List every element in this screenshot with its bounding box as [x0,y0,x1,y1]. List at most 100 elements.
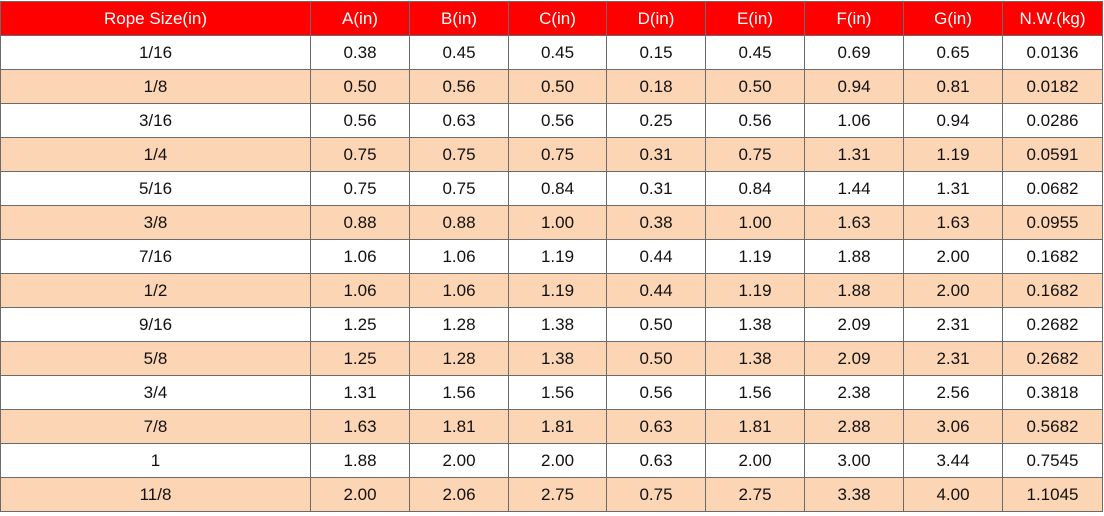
table-cell: 1.63 [903,205,1003,240]
header-cell: F(in) [804,1,904,36]
table-cell: 0.0591 [1002,137,1103,172]
table-cell: 1.31 [310,375,410,410]
table-row: 11/8 2.00 2.06 2.75 0.75 2.75 3.38 4.00 1.1045 [0,477,1103,512]
table-cell: 3.00 [804,443,904,478]
table-cell: 1.00 [508,205,607,240]
table-cell: 0.81 [903,69,1003,104]
table-cell: 4.00 [903,477,1003,512]
table-cell: 0.0182 [1002,69,1103,104]
table-cell: 1.63 [804,205,904,240]
table-cell: 0.56 [705,103,805,138]
header-cell: C(in) [508,1,607,36]
header-cell: G(in) [903,1,1003,36]
table-cell: 0.31 [606,137,706,172]
header-cell: Rope Size(in) [0,1,311,36]
table-cell: 0.1682 [1002,239,1103,274]
table-cell: 0.88 [310,205,410,240]
table-cell: 0.45 [409,35,509,70]
table-cell: 2.31 [903,341,1003,376]
table-cell: 0.75 [705,137,805,172]
table-cell: 0.44 [606,239,706,274]
table-cell: 0.84 [508,171,607,206]
table-cell: 0.7545 [1002,443,1103,478]
table-cell: 5/16 [0,171,311,206]
table-cell: 3/4 [0,375,311,410]
header-cell: B(in) [409,1,509,36]
table-cell: 1.00 [705,205,805,240]
table-cell: 1.38 [508,307,607,342]
table-cell: 2.75 [705,477,805,512]
table-cell: 0.94 [804,69,904,104]
table-cell: 1.19 [903,137,1003,172]
table-cell: 0.31 [606,171,706,206]
table-cell: 0.75 [508,137,607,172]
table-cell: 3.06 [903,409,1003,444]
table-cell: 2.00 [903,273,1003,308]
table-cell: 0.15 [606,35,706,70]
table-cell: 0.56 [310,103,410,138]
table-cell: 1.28 [409,341,509,376]
table-cell: 5/8 [0,341,311,376]
table-cell: 0.2682 [1002,307,1103,342]
table-cell: 2.00 [310,477,410,512]
table-cell: 0.3818 [1002,375,1103,410]
table-cell: 1.28 [409,307,509,342]
table-cell: 2.09 [804,307,904,342]
table-cell: 0.38 [310,35,410,70]
table-cell: 0.65 [903,35,1003,70]
header-cell: D(in) [606,1,706,36]
table-cell: 0.50 [508,69,607,104]
table-cell: 1.88 [310,443,410,478]
table-cell: 9/16 [0,307,311,342]
table-cell: 1.25 [310,341,410,376]
table-cell: 0.5682 [1002,409,1103,444]
table-cell: 1.44 [804,171,904,206]
table-body: 1/16 0.38 0.45 0.45 0.15 0.45 0.69 0.65 0.0136 1/… [0,35,1103,512]
table-cell: 3.38 [804,477,904,512]
table-cell: 0.50 [606,307,706,342]
table-row: 3/8 0.88 0.88 1.00 0.38 1.00 1.63 1.63 0.0955 [0,205,1103,240]
table-cell: 1.56 [409,375,509,410]
table-cell: 1 [0,443,311,478]
table-cell: 0.0136 [1002,35,1103,70]
table-cell: 0.0286 [1002,103,1103,138]
table-cell: 1.1045 [1002,477,1103,512]
table-cell: 1.56 [508,375,607,410]
table-row: 9/16 1.25 1.28 1.38 0.50 1.38 2.09 2.31 0.2682 [0,307,1103,342]
table-cell: 11/8 [0,477,311,512]
table-cell: 3/8 [0,205,311,240]
table-cell: 1.88 [804,239,904,274]
table-cell: 3/16 [0,103,311,138]
table-cell: 1.19 [705,239,805,274]
table-cell: 1.63 [310,409,410,444]
table-cell: 0.88 [409,205,509,240]
table-cell: 0.44 [606,273,706,308]
table-cell: 1/8 [0,69,311,104]
table-row: 7/16 1.06 1.06 1.19 0.44 1.19 1.88 2.00 0.1682 [0,239,1103,274]
table-cell: 0.63 [409,103,509,138]
table-cell: 3.44 [903,443,1003,478]
table-cell: 0.50 [606,341,706,376]
table-cell: 1/4 [0,137,311,172]
table-cell: 0.0682 [1002,171,1103,206]
table-cell: 2.56 [903,375,1003,410]
table-cell: 1.38 [705,341,805,376]
table-cell: 0.45 [508,35,607,70]
table-cell: 1/2 [0,273,311,308]
header-row: Rope Size(in) A(in) B(in) C(in) D(in) E(in) F(… [0,1,1103,36]
table-cell: 0.75 [310,137,410,172]
table-row: 5/16 0.75 0.75 0.84 0.31 0.84 1.44 1.31 0.0682 [0,171,1103,206]
table-cell: 0.56 [508,103,607,138]
table-cell: 0.18 [606,69,706,104]
table-cell: 0.50 [705,69,805,104]
table-cell: 2.09 [804,341,904,376]
table-row: 1/2 1.06 1.06 1.19 0.44 1.19 1.88 2.00 0.1682 [0,273,1103,308]
table-cell: 1.06 [310,239,410,274]
table-cell: 1.06 [310,273,410,308]
table-cell: 2.38 [804,375,904,410]
table-cell: 0.75 [409,137,509,172]
table-cell: 7/16 [0,239,311,274]
table-cell: 1.81 [705,409,805,444]
table-cell: 2.00 [409,443,509,478]
